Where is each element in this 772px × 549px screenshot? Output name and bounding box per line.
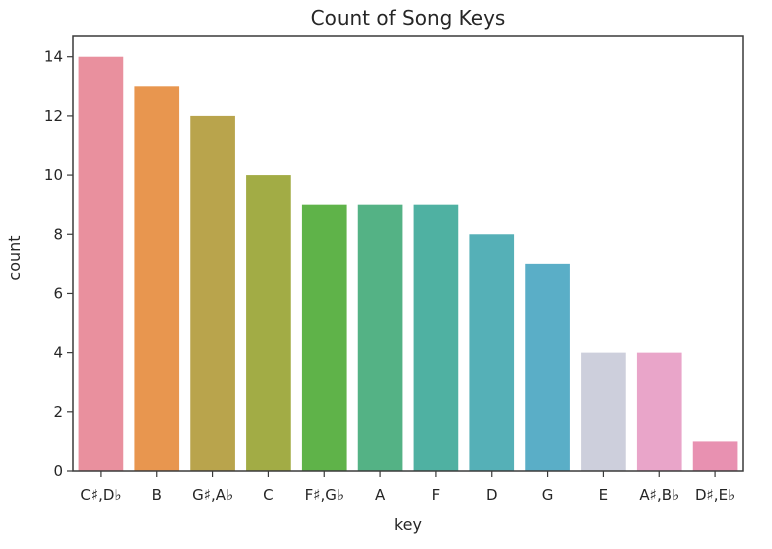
x-axis: C♯,D♭ B G♯,A♭ C F♯,G♭ A F D G E A♯,B♭ D♯,E♭ — [80, 471, 735, 504]
bar-1 — [134, 86, 180, 471]
x-tick-label: F — [432, 486, 441, 504]
bars-group — [78, 56, 738, 472]
x-tick-label: D♯,E♭ — [695, 486, 735, 504]
chart-title: Count of Song Keys — [311, 6, 506, 30]
y-tick-label: 0 — [53, 462, 63, 480]
bar-7 — [469, 234, 515, 471]
y-tick-label: 4 — [53, 344, 63, 362]
y-tick-label: 2 — [53, 403, 63, 421]
bar-10 — [636, 352, 682, 471]
bar-11 — [692, 441, 738, 471]
y-tick-label: 10 — [44, 166, 63, 184]
bar-8 — [525, 263, 570, 471]
x-tick-label: G — [542, 486, 554, 504]
x-tick-label: A♯,B♭ — [639, 486, 679, 504]
bar-2 — [190, 115, 235, 472]
bar-3 — [246, 175, 291, 471]
x-tick-label: C — [263, 486, 273, 504]
x-tick-label: D — [486, 486, 498, 504]
bar-6 — [413, 204, 459, 471]
y-tick-label: 12 — [44, 107, 63, 125]
bar-5 — [357, 204, 403, 471]
x-tick-label: B — [152, 486, 162, 504]
y-axis: 0 2 4 6 8 10 12 14 — [44, 48, 73, 480]
y-tick-label: 8 — [53, 225, 63, 243]
x-tick-label: C♯,D♭ — [80, 486, 121, 504]
bar-4 — [301, 204, 347, 471]
y-tick-label: 6 — [53, 284, 63, 302]
x-tick-label: F♯,G♭ — [305, 486, 344, 504]
x-tick-label: G♯,A♭ — [192, 486, 233, 504]
y-tick-label: 14 — [44, 48, 63, 66]
bar-0 — [78, 56, 124, 471]
x-tick-label: E — [599, 486, 608, 504]
plot-frame — [72, 35, 744, 472]
y-axis-label: count — [5, 235, 24, 280]
x-tick-label: A — [375, 486, 386, 504]
x-axis-label: key — [394, 515, 422, 534]
bar-9 — [581, 352, 626, 471]
